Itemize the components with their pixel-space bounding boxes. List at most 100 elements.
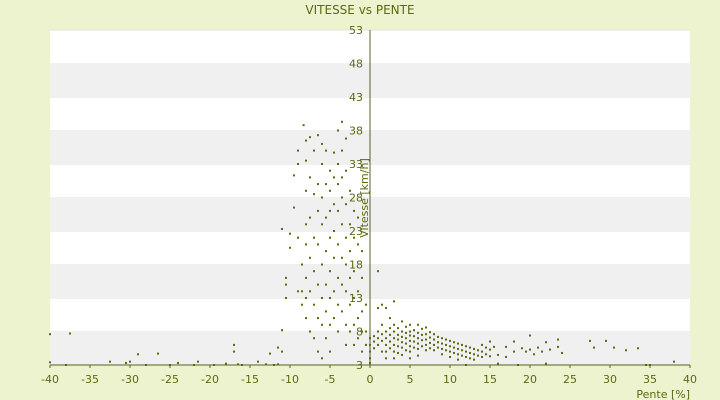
data-point: [373, 340, 375, 343]
data-point: [385, 307, 387, 310]
data-point: [381, 333, 383, 336]
chart-title: VITESSE vs PENTE: [305, 3, 414, 17]
data-point: [313, 193, 315, 196]
data-point: [321, 163, 323, 165]
data-point: [129, 360, 131, 363]
data-point: [281, 227, 283, 230]
data-point: [385, 343, 387, 346]
data-point: [305, 297, 307, 299]
data-point: [433, 333, 435, 336]
data-point: [309, 256, 311, 259]
data-point: [373, 335, 375, 338]
data-point: [561, 351, 563, 354]
data-point: [345, 169, 347, 172]
y-tick-label: 48: [349, 58, 363, 71]
data-point: [321, 142, 323, 145]
data-point: [329, 236, 331, 239]
data-point: [529, 348, 531, 351]
data-point: [297, 236, 299, 239]
data-point: [465, 355, 467, 358]
data-point: [337, 129, 339, 132]
data-point: [313, 270, 315, 273]
data-point: [365, 303, 367, 306]
data-point: [341, 223, 343, 226]
x-tick-label: 25: [563, 373, 577, 386]
data-point: [305, 159, 307, 162]
data-point: [329, 323, 331, 326]
data-point: [425, 349, 427, 352]
data-point: [389, 327, 391, 330]
data-point: [441, 353, 443, 356]
y-tick-label: 33: [349, 158, 363, 171]
data-point: [321, 297, 323, 299]
data-point: [349, 189, 351, 192]
data-point: [361, 350, 363, 353]
data-point: [557, 345, 559, 348]
data-point: [421, 345, 423, 348]
data-point: [313, 303, 315, 306]
data-point: [349, 276, 351, 279]
data-point: [397, 351, 399, 354]
data-point: [317, 183, 319, 186]
data-point: [321, 196, 323, 199]
data-point: [429, 331, 431, 334]
data-point: [513, 350, 515, 353]
data-point: [345, 236, 347, 239]
data-point: [341, 256, 343, 259]
data-point: [353, 236, 355, 239]
data-point: [317, 209, 319, 212]
x-tick-label: 5: [407, 373, 414, 386]
data-point: [405, 342, 407, 345]
data-point: [341, 120, 343, 123]
data-point: [237, 363, 239, 366]
data-point: [337, 330, 339, 333]
data-point: [477, 354, 479, 357]
data-point: [441, 347, 443, 350]
data-point: [397, 327, 399, 330]
data-point: [353, 343, 355, 346]
data-point: [437, 346, 439, 349]
x-axis-label: Pente [%]: [636, 388, 690, 400]
data-point: [429, 336, 431, 339]
data-point: [317, 350, 319, 353]
data-point: [345, 290, 347, 293]
y-tick-label: 43: [349, 91, 363, 104]
data-point: [433, 349, 435, 352]
data-point: [333, 151, 335, 154]
data-point: [377, 330, 379, 333]
data-points: [49, 120, 675, 366]
data-point: [397, 333, 399, 336]
data-point: [69, 332, 71, 335]
data-point: [341, 310, 343, 313]
data-point: [409, 323, 411, 326]
data-point: [357, 243, 359, 246]
data-point: [225, 362, 227, 365]
data-point: [397, 345, 399, 348]
data-point: [393, 357, 395, 360]
data-point: [481, 355, 483, 358]
data-point: [337, 163, 339, 165]
data-point: [425, 338, 427, 341]
data-point: [405, 331, 407, 334]
data-point: [361, 310, 363, 313]
data-point: [433, 343, 435, 346]
data-point: [449, 345, 451, 348]
data-point: [369, 343, 371, 346]
data-point: [177, 361, 179, 364]
data-point: [341, 196, 343, 199]
data-point: [357, 290, 359, 293]
data-point: [309, 176, 311, 179]
data-point: [277, 363, 279, 366]
data-point: [333, 290, 335, 293]
data-point: [337, 303, 339, 306]
data-point: [305, 276, 307, 279]
data-point: [449, 339, 451, 342]
data-point: [417, 342, 419, 345]
data-point: [309, 290, 311, 293]
data-point: [317, 317, 319, 320]
data-point: [297, 149, 299, 152]
data-point: [241, 364, 243, 366]
data-point: [393, 343, 395, 346]
tick-labels: -40 -35 -30 -25 -20 -15 -10 -5 0 5 10 15 20 25 30 35 40 3…: [41, 24, 697, 386]
data-point: [429, 347, 431, 350]
